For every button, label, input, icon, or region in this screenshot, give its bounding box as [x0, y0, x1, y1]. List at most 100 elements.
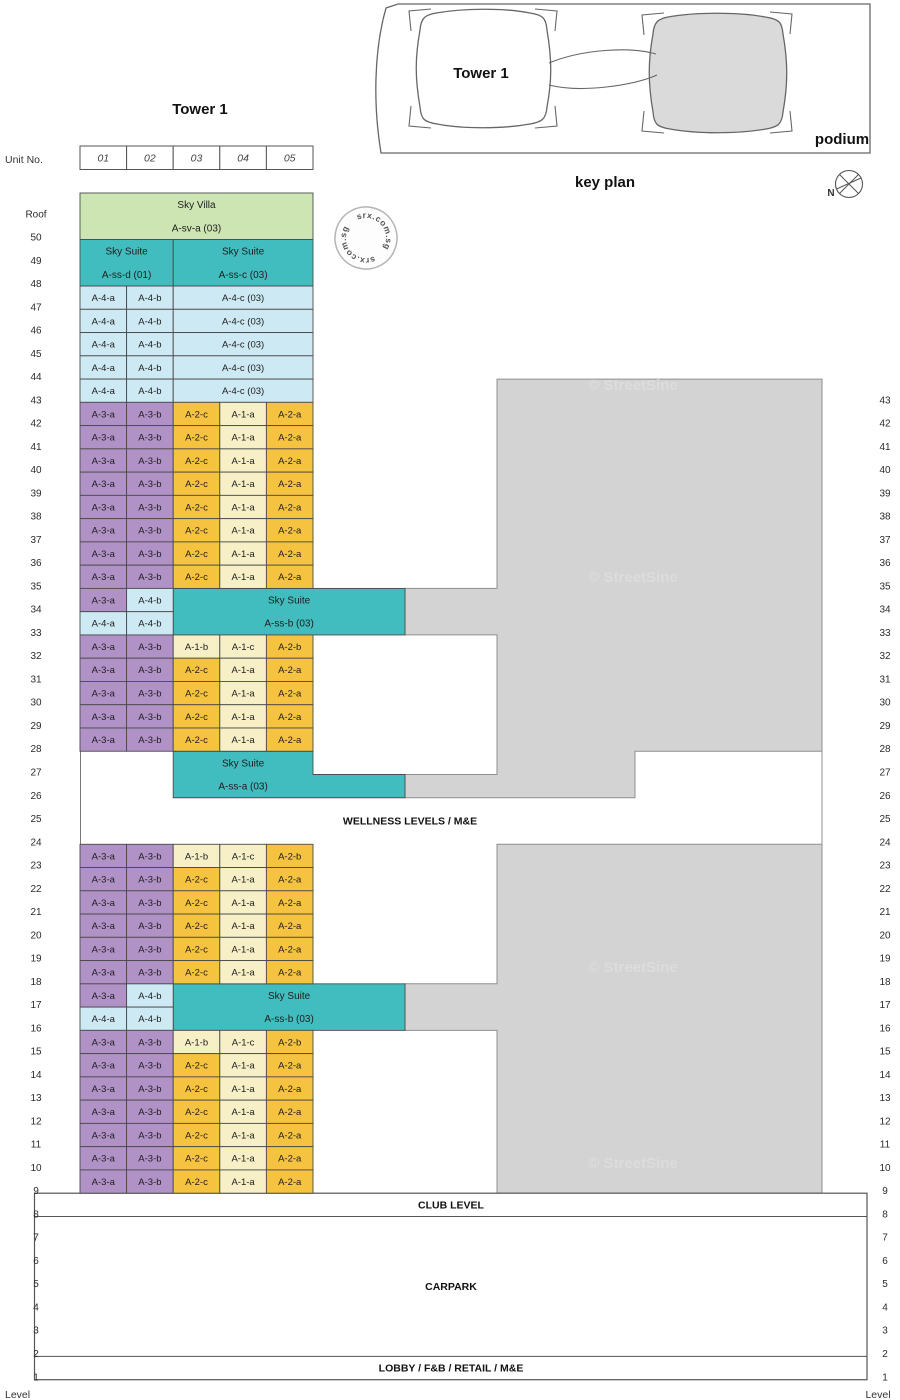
- unit-cell-label: A-2-a: [278, 665, 302, 676]
- level-number-left: 38: [30, 512, 42, 523]
- level-label-right: Level: [865, 1389, 890, 1400]
- level-number-left: 11: [31, 1140, 42, 1151]
- unit-cell-label: A-2-c: [185, 456, 208, 467]
- key-plan-link-bridge: [548, 49, 658, 89]
- level-number-left: 41: [30, 442, 42, 453]
- unit-cell-label: A-2-a: [278, 688, 302, 699]
- unit-cell-label: A-2-c: [185, 665, 208, 676]
- level-number-left: 39: [30, 488, 42, 499]
- unit-cell-label: A-3-a: [92, 944, 116, 955]
- unit-cell-label: A-2-c: [185, 898, 208, 909]
- level-number-right: 19: [879, 954, 891, 965]
- unit-cell-label: A-2-c: [185, 433, 208, 444]
- unit-number-header: 01 02 03 04 05: [79, 145, 314, 170]
- unit-cell-label: A-2-a: [278, 456, 302, 467]
- unit-cell-label: A-2-b: [278, 851, 301, 862]
- level-number-left: 30: [30, 698, 42, 709]
- level-number-right: 34: [879, 605, 891, 616]
- unit-cell: [265, 1169, 314, 1194]
- watermark-text: © StreetSine: [588, 959, 677, 976]
- unit-cell-label: A-2-a: [278, 409, 302, 420]
- level-number-right: 27: [879, 768, 891, 779]
- unit-cell-label: A-1-a: [231, 898, 255, 909]
- level-number-right: 32: [879, 651, 891, 662]
- level-number-right: 13: [879, 1093, 891, 1104]
- unit-cell-label: A-3-b: [138, 898, 161, 909]
- key-plan-tower1-corner-brackets: [408, 8, 558, 129]
- unit-cell-label: A-3-b: [138, 409, 161, 420]
- unit-cell-label: A-4-b: [138, 991, 161, 1002]
- unit-cell-label: A-3-a: [92, 875, 116, 886]
- unit-cell-label: A-3-b: [138, 479, 161, 490]
- unit-cell-label: A-1-a: [231, 1084, 255, 1095]
- unit-cell-label: A-4-b: [138, 1014, 161, 1025]
- unit-cell-label: A-2-c: [185, 712, 208, 723]
- unit-cell-label: A-3-a: [92, 688, 116, 699]
- level-number-left: 3: [33, 1326, 39, 1337]
- unit-cell-label: A-3-b: [138, 968, 161, 979]
- compass-icon: N: [827, 169, 864, 199]
- podium-silhouette-lower: [404, 843, 823, 1194]
- unit-cell-label: A-4-b: [138, 293, 161, 304]
- level-number-left: 35: [30, 581, 42, 592]
- sky-unit-block-code: A-ss-a (03): [218, 782, 267, 793]
- unit-cell-label: A-3-b: [138, 1130, 161, 1141]
- unit-column-label: 03: [191, 153, 203, 165]
- level-number-left: 25: [30, 814, 42, 825]
- level-number-right: 5: [882, 1279, 888, 1290]
- podium-base-box: [33, 1192, 868, 1381]
- unit-cell-label: A-2-a: [278, 1177, 302, 1188]
- level-number-right: 6: [882, 1256, 888, 1267]
- level-number-left: 19: [30, 954, 42, 965]
- unit-cell-label: A-4-c (03): [222, 340, 264, 351]
- level-number-right: 40: [879, 465, 891, 476]
- unit-column-label: 02: [144, 153, 156, 165]
- unit-cell-label: A-3-a: [92, 1037, 116, 1048]
- level-number-right: 25: [879, 814, 891, 825]
- unit-cell-label: A-4-b: [138, 340, 161, 351]
- unit-cell-label: A-1-a: [231, 921, 255, 932]
- unit-cell-label: A-3-b: [138, 1084, 161, 1095]
- unit-cell-label: A-3-a: [92, 991, 116, 1002]
- unit-cell-label: A-1-a: [231, 875, 255, 886]
- unit-cell-label: A-4-c (03): [222, 316, 264, 327]
- unit-cell-label: A-3-a: [92, 572, 116, 583]
- lobby-label: LOBBY / F&B / RETAIL / M&E: [379, 1363, 524, 1375]
- level-number-left: 36: [30, 558, 42, 569]
- unit-cell-label: A-1-c: [232, 642, 255, 653]
- unit-cell-label: A-3-a: [92, 595, 116, 606]
- unit-cell-label: A-1-a: [231, 688, 255, 699]
- unit-grid: A-4-a A-4-b A-4-c (03) A-4-a A-4-b A-4-c (03)…: [79, 285, 314, 1194]
- level-number-left: 17: [30, 1000, 42, 1011]
- level-number-right: 21: [879, 907, 891, 918]
- unit-cell-label: A-3-b: [138, 1037, 161, 1048]
- unit-cell-label: A-2-a: [278, 1107, 302, 1118]
- unit-cell-label: A-3-b: [138, 875, 161, 886]
- unit-cell-label: A-1-a: [231, 502, 255, 513]
- unit-cell-label: A-3-a: [92, 921, 116, 932]
- unit-cell-label: A-1-a: [231, 1130, 255, 1141]
- level-number-left: 34: [30, 605, 42, 616]
- unit-cell-label: A-3-a: [92, 968, 116, 979]
- level-number-left: 12: [30, 1116, 42, 1127]
- level-number-left: 47: [30, 302, 42, 313]
- unit-cell-label: A-3-b: [138, 944, 161, 955]
- unit-cell-label: A-4-a: [92, 363, 116, 374]
- unit-cell-label: A-2-a: [278, 898, 302, 909]
- unit-cell-label: A-1-a: [231, 433, 255, 444]
- level-number-left: 15: [30, 1047, 42, 1058]
- level-number-left: 27: [30, 768, 42, 779]
- unit-cell-label: A-1-a: [231, 572, 255, 583]
- unit-cell-label: A-2-c: [185, 875, 208, 886]
- unit-cell-label: A-2-c: [185, 526, 208, 537]
- level-number-left: 26: [30, 791, 42, 802]
- unit-cell-label: A-4-a: [92, 619, 116, 630]
- level-number-left: 5: [33, 1279, 39, 1290]
- unit-cell-label: A-2-c: [185, 921, 208, 932]
- level-number-left: 16: [30, 1023, 42, 1034]
- srx-stamp: srx.com.sg srx.com.sg: [330, 200, 402, 276]
- level-number-left: 22: [30, 884, 42, 895]
- level-number-left: Roof: [25, 209, 46, 220]
- unit-cell-label: A-3-a: [92, 1130, 116, 1141]
- unit-cell-label: A-3-b: [138, 1107, 161, 1118]
